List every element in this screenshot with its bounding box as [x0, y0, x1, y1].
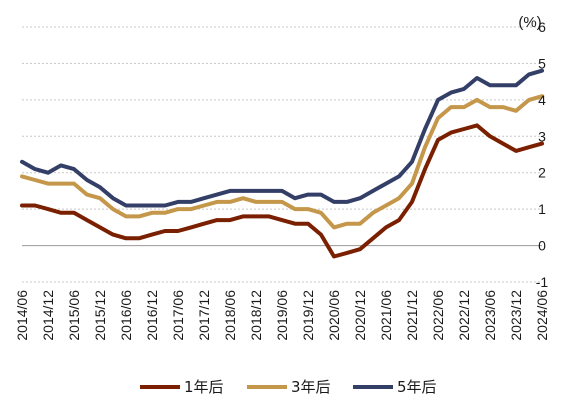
x-tick-label: 2014/06 — [14, 290, 30, 341]
x-tick-label: 2015/06 — [66, 290, 82, 341]
y-tick-label: 2 — [538, 165, 546, 181]
x-tick-label: 2019/06 — [274, 290, 290, 341]
x-tick-label: 2017/12 — [196, 290, 212, 341]
x-tick-label: 2017/06 — [170, 290, 186, 341]
y-axis-tick-labels: -1 0 1 2 3 4 5 6 — [536, 19, 549, 290]
y-tick-label: 5 — [538, 55, 546, 71]
x-tick-label: 2018/06 — [222, 290, 238, 341]
x-tick-label: 2018/12 — [248, 290, 264, 341]
x-tick-label: 2022/06 — [430, 290, 446, 341]
x-tick-label: 2020/06 — [326, 290, 342, 341]
x-axis-tick-labels: 2014/06 2014/12 2015/06 2015/12 2016/06 2016/… — [14, 290, 550, 341]
x-tick-label: 2024/06 — [534, 290, 550, 341]
x-tick-label: 2021/12 — [404, 290, 420, 341]
x-tick-label: 2015/12 — [92, 290, 108, 341]
y-tick-label: 1 — [538, 201, 546, 217]
unit-label: (%) — [518, 14, 541, 31]
series-line-3 — [20, 68, 544, 208]
x-tick-label: 2016/06 — [118, 290, 134, 341]
y-tick-label: 0 — [538, 238, 546, 254]
x-tick-label: 2019/12 — [300, 290, 316, 341]
legend-label-3: 5年后 — [397, 378, 437, 396]
y-tick-label: -1 — [536, 274, 549, 290]
x-tick-label: 2014/12 — [40, 290, 56, 341]
x-tick-label: 2023/06 — [482, 290, 498, 341]
x-tick-label: 2022/12 — [456, 290, 472, 341]
series-line-1 — [20, 123, 544, 259]
grid-lines — [22, 26, 542, 283]
y-tick-label: 6 — [538, 19, 546, 35]
y-tick-label: 3 — [538, 128, 546, 144]
x-tick-label: 2016/12 — [144, 290, 160, 341]
x-tick-label: 2020/12 — [352, 290, 368, 341]
series-line-2 — [20, 94, 544, 230]
y-tick-label: 4 — [538, 92, 546, 108]
legend-label-2: 3年后 — [291, 378, 331, 396]
x-tick-label: 2023/12 — [508, 290, 524, 341]
x-tick-label: 2021/06 — [378, 290, 394, 341]
series-lines — [20, 68, 544, 259]
legend: 1年后 3年后 5年后 — [140, 378, 437, 396]
legend-label-1: 1年后 — [184, 378, 224, 396]
